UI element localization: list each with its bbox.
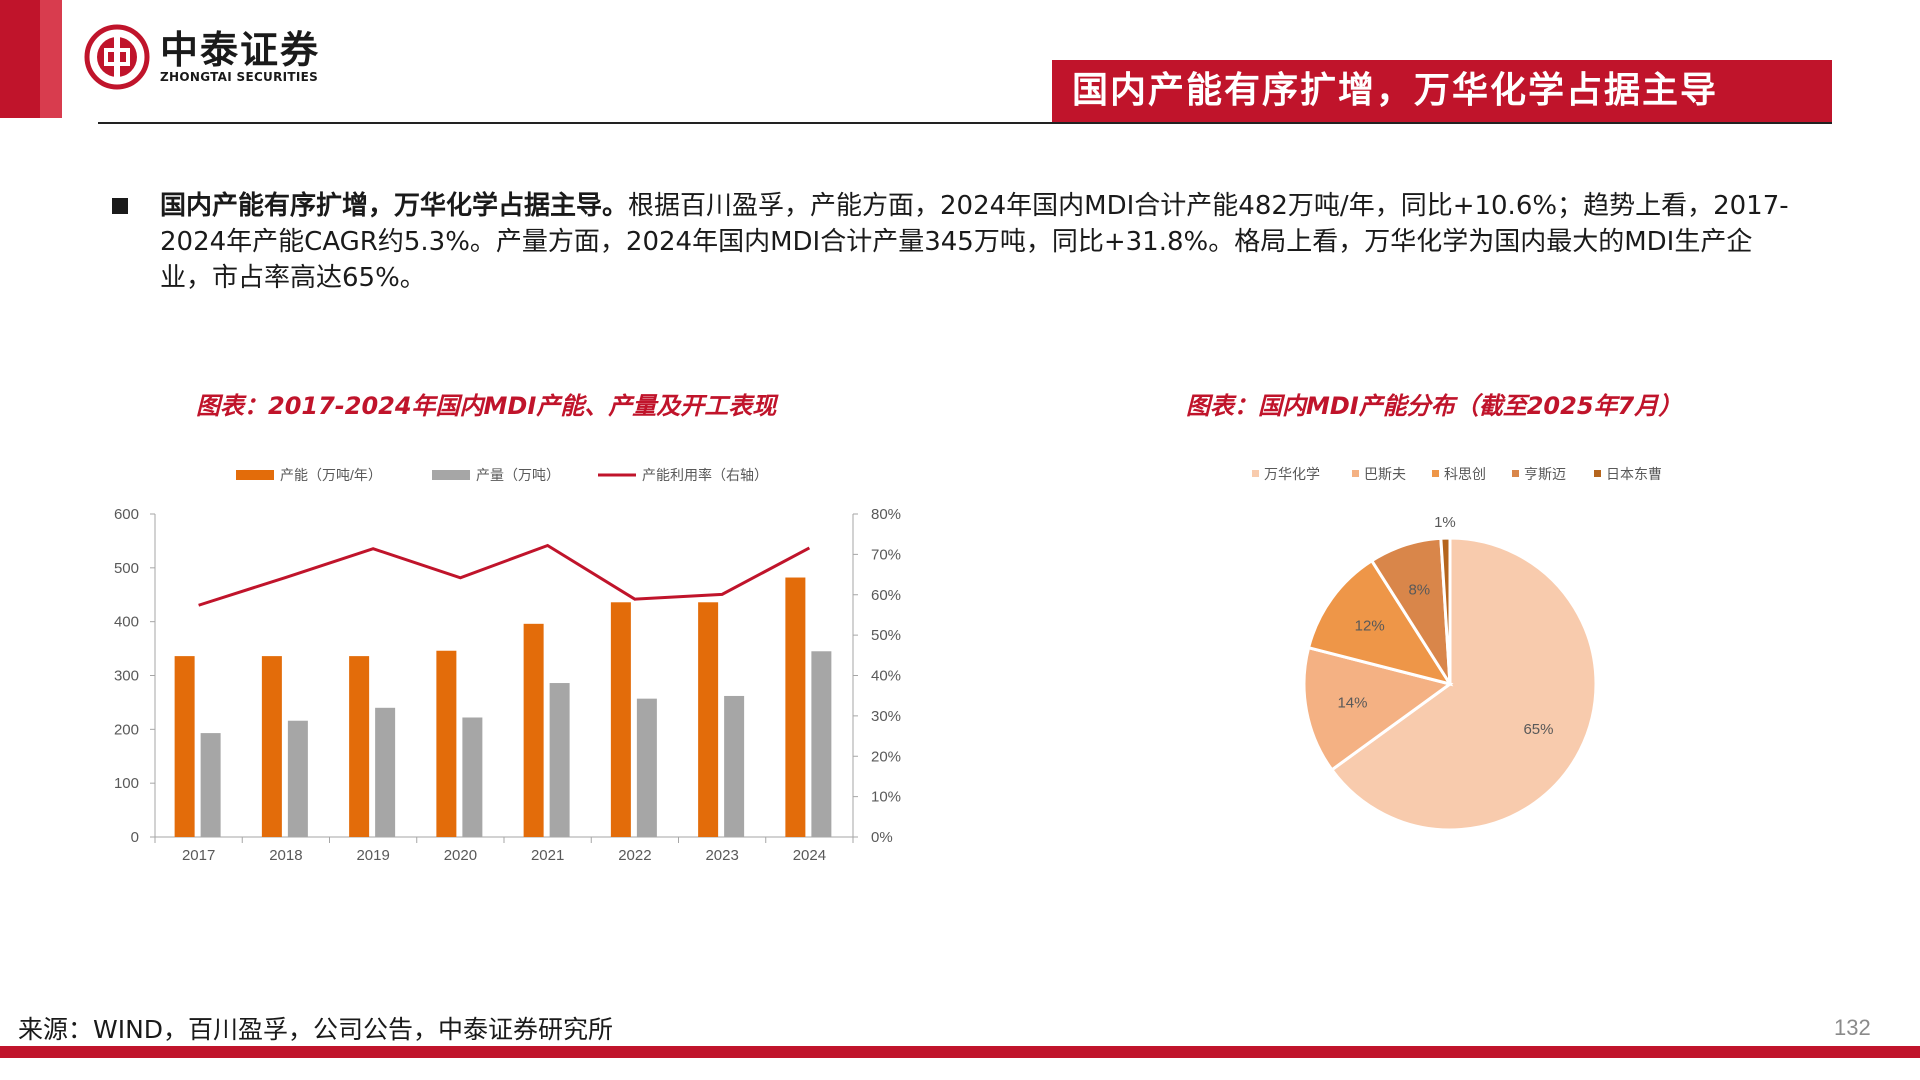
capacity-bar (523, 623, 544, 837)
pie-data-label: 1% (1434, 514, 1456, 531)
right-chart-title: 图表：国内MDI产能分布（截至2025年7月） (1186, 392, 1683, 420)
output-bar (549, 683, 570, 837)
capacity-bar (610, 602, 631, 837)
pie-slice (1329, 536, 1598, 832)
zhongtai-logo-icon (84, 24, 150, 90)
summary-bullet: 国内产能有序扩增，万华化学占据主导。根据百川盈孚，产能方面，2024年国内MDI… (112, 188, 1792, 296)
x-tick-label: 2019 (356, 847, 389, 864)
utilization-line (198, 543, 811, 607)
legend-label: 亨斯迈 (1524, 466, 1566, 482)
capacity-bar (785, 577, 806, 837)
y-right-tick-label: 80% (871, 506, 901, 523)
y-right-tick-label: 30% (871, 708, 901, 725)
pie-data-label: 14% (1337, 695, 1367, 712)
y-left-tick-label: 300 (114, 668, 139, 685)
summary-text: 国内产能有序扩增，万华化学占据主导。根据百川盈孚，产能方面，2024年国内MDI… (160, 188, 1792, 296)
legend-label: 产能（万吨/年） (280, 467, 382, 483)
page-title: 国内产能有序扩增，万华化学占据主导 (1052, 60, 1832, 122)
left-chart-title: 图表：2017-2024年国内MDI产能、产量及开工表现 (196, 392, 777, 420)
legend-swatch (1352, 470, 1359, 477)
x-tick-label: 2021 (531, 847, 564, 864)
output-bar (724, 695, 745, 837)
legend-swatch (236, 470, 274, 480)
x-tick-label: 2020 (444, 847, 477, 864)
pie-data-label: 65% (1523, 721, 1553, 738)
capacity-bar (174, 656, 195, 837)
y-left-tick-label: 200 (114, 721, 139, 738)
output-bar (287, 720, 308, 837)
legend-label: 万华化学 (1264, 466, 1320, 482)
legend-swatch (1512, 470, 1519, 477)
y-left-tick-label: 100 (114, 775, 139, 792)
footer-bar (0, 1046, 1920, 1058)
capacity-bar (436, 650, 457, 837)
legend-label: 产能利用率（右轴） (642, 467, 768, 483)
capacity-bar (261, 656, 282, 837)
y-right-tick-label: 0% (871, 829, 893, 846)
x-tick-label: 2024 (793, 847, 826, 864)
legend-label: 日本东曹 (1606, 466, 1662, 482)
summary-lead: 国内产能有序扩增，万华化学占据主导。 (160, 191, 629, 221)
capacity-bar (698, 602, 719, 837)
brand-name-cn: 中泰证券 (160, 28, 321, 72)
page-number: 132 (1834, 1015, 1871, 1040)
pie-slice (1439, 536, 1452, 685)
legend-label: 产量（万吨） (476, 467, 560, 483)
legend-label: 科思创 (1444, 466, 1486, 482)
brand-logo: 中泰证券 ZHONGTAI SECURITIES (84, 24, 320, 90)
pie-slice (1306, 558, 1454, 687)
y-right-tick-label: 20% (871, 748, 901, 765)
legend-label: 巴斯夫 (1364, 466, 1406, 482)
y-right-tick-label: 50% (871, 627, 901, 644)
y-left-tick-label: 400 (114, 614, 139, 631)
legend-swatch (1594, 470, 1601, 477)
x-tick-label: 2023 (705, 847, 738, 864)
y-left-tick-label: 500 (114, 560, 139, 577)
output-bar (200, 733, 221, 837)
y-right-tick-label: 70% (871, 546, 901, 563)
source-note: 来源：WIND，百川盈孚，公司公告，中泰证券研究所 (18, 1015, 614, 1044)
capacity-output-combo-chart: 0 100 200 300 400 500 600 0% 10% 20% 30% 40% 50% 60% 7… (114, 467, 901, 864)
output-bar (375, 707, 396, 837)
legend-swatch (432, 470, 470, 480)
x-tick-label: 2022 (618, 847, 651, 864)
y-left-tick-label: 600 (114, 506, 139, 523)
output-bar (636, 698, 657, 837)
capacity-share-pie-chart: 65% 14% 12% 8% 1% 万华化学 巴斯夫 科思创 亨斯迈 日本东曹 (1252, 466, 1662, 832)
x-tick-label: 2018 (269, 847, 302, 864)
legend-swatch (1252, 470, 1259, 477)
legend-swatch (1432, 470, 1439, 477)
bullet-square-icon (112, 198, 128, 214)
output-bar (811, 651, 832, 837)
output-bar (462, 717, 483, 837)
y-right-tick-label: 40% (871, 668, 901, 685)
y-left-tick-label: 0 (131, 829, 139, 846)
x-tick-label: 2017 (182, 847, 215, 864)
y-right-tick-label: 60% (871, 587, 901, 604)
header-divider (98, 122, 1832, 124)
corner-accent-light (40, 0, 62, 118)
capacity-bar (349, 656, 370, 837)
pie-data-label: 12% (1355, 618, 1385, 635)
brand-name-en: ZHONGTAI SECURITIES (160, 70, 319, 84)
pie-slice (1302, 645, 1454, 772)
y-right-tick-label: 10% (871, 789, 901, 806)
summary-body: 根据百川盈孚，产能方面，2024年国内MDI合计产能482万吨/年，同比+10.… (160, 191, 1789, 293)
pie-data-label: 8% (1408, 582, 1430, 599)
